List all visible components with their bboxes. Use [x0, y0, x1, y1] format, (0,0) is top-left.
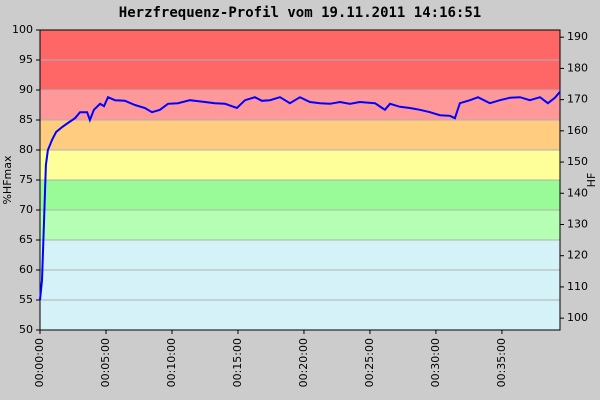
y2-tick-label: 110 [567, 280, 588, 293]
y-tick-label: 90 [19, 83, 33, 96]
zone-band [40, 210, 560, 240]
plot-frame [39, 29, 561, 331]
y-tick-label: 50 [19, 323, 33, 336]
y2-tick-label: 190 [567, 30, 588, 43]
zone-band [40, 240, 560, 330]
y2-tick-label: 100 [567, 311, 588, 324]
x-tick-label: 00:30:00 [429, 338, 442, 387]
y2-tick-label: 160 [567, 124, 588, 137]
y-tick-label: 100 [12, 23, 33, 36]
zone-band [40, 150, 560, 180]
y-tick-label: 75 [19, 173, 33, 186]
x-tick-label: 00:15:00 [231, 338, 244, 387]
y2-tick-label: 130 [567, 217, 588, 230]
x-tick-label: 00:05:00 [99, 338, 112, 387]
y2-tick-label: 150 [567, 155, 588, 168]
zone-band [40, 120, 560, 150]
chart-title: Herzfrequenz-Profil vom 19.11.2011 14:16… [119, 5, 481, 21]
y2-tick-label: 170 [567, 93, 588, 106]
y-tick-label: 55 [19, 293, 33, 306]
y2-tick-label: 120 [567, 249, 588, 262]
y-tick-label: 85 [19, 113, 33, 126]
y2-tick-label: 180 [567, 61, 588, 74]
y-tick-label: 95 [19, 53, 33, 66]
zone-band [40, 90, 560, 120]
x-tick-label: 00:00:00 [33, 338, 46, 387]
x-tick-label: 00:20:00 [297, 338, 310, 387]
y-tick-label: 60 [19, 263, 33, 276]
data-line [39, 91, 561, 301]
y-tick-label: 70 [19, 203, 33, 216]
x-tick-label: 00:10:00 [165, 338, 178, 387]
y2-tick-label: 140 [567, 186, 588, 199]
x-tick-label: 00:25:00 [363, 338, 376, 387]
x-tick-label: 00:35:00 [495, 338, 508, 387]
y-tick-label: 65 [19, 233, 33, 246]
y-tick-label: 80 [19, 143, 33, 156]
zone-band [40, 180, 560, 210]
y2-axis-label: HF [585, 173, 598, 188]
y-axis-label: %HFmax [1, 155, 14, 205]
